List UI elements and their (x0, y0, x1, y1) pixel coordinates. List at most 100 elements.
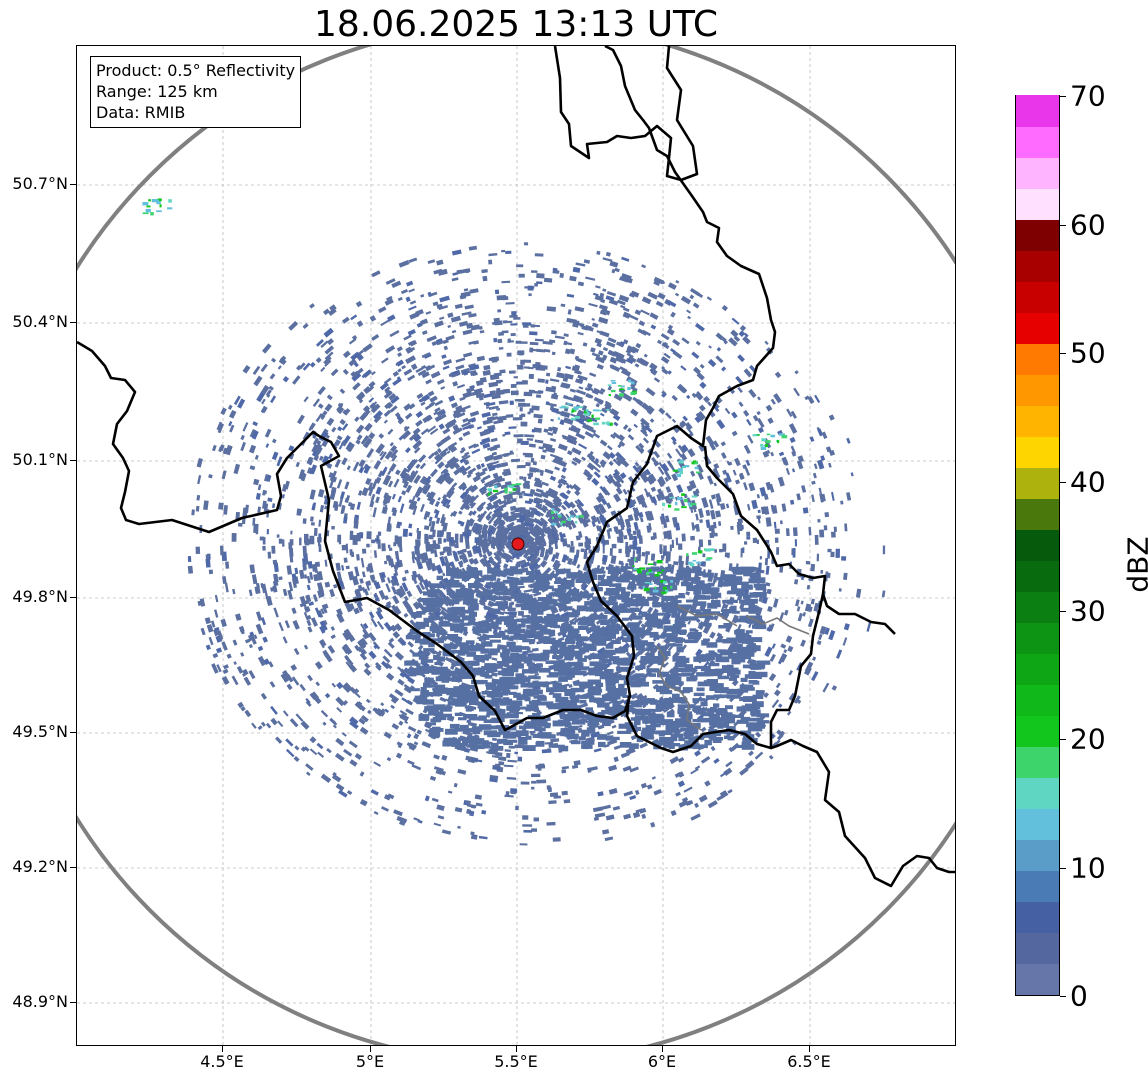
echo-pixel (674, 292, 680, 297)
echo-pixel (630, 381, 637, 389)
echo-pixel (581, 326, 589, 331)
echo-pixel (302, 323, 309, 330)
echo-pixel (696, 372, 705, 381)
echo-pixel (511, 524, 522, 532)
echo-pixel (458, 320, 469, 327)
echo-pixel (806, 584, 811, 590)
echo-pixel (295, 713, 304, 722)
echo-pixel (521, 525, 526, 530)
echo-pixel (822, 682, 830, 693)
echo-pixel (721, 304, 729, 312)
echo-pixel (613, 745, 621, 750)
echo-pixel (419, 475, 428, 485)
echo-pixel (777, 429, 783, 436)
echo-pixel (502, 320, 508, 324)
echo-pixel (404, 569, 409, 574)
echo-pixel (638, 535, 643, 544)
echo-pixel (405, 708, 414, 716)
echo-pixel (467, 518, 475, 527)
echo-pixel (611, 724, 617, 729)
echo-pixel (518, 273, 525, 278)
echo-pixel (344, 601, 353, 613)
echo-pixel (653, 450, 661, 459)
echo-pixel (511, 498, 517, 503)
echo-pixel (221, 641, 228, 651)
echo-pixel (781, 503, 787, 512)
echo-pixel (324, 359, 332, 367)
echo-pixel (384, 708, 390, 713)
echo-pixel (731, 614, 739, 624)
echo-pixel (749, 615, 763, 621)
echo-pixel (820, 569, 824, 574)
echo-pixel (415, 309, 424, 316)
echo-pixel (365, 580, 372, 587)
echo-pixel (500, 527, 509, 537)
echo-pixel (677, 444, 686, 454)
echo-pixel (549, 453, 559, 459)
echo-pixel (471, 526, 477, 532)
echo-pixel (462, 685, 475, 690)
echo-pixel (576, 498, 585, 507)
echo-pixel (713, 757, 720, 764)
echo-pixel (534, 727, 542, 732)
echo-pixel (619, 458, 627, 466)
echo-pixel (650, 324, 657, 330)
echo-pixel (392, 595, 400, 605)
echo-pixel (483, 574, 497, 581)
echo-pixel (569, 348, 576, 355)
echo-pixel (568, 484, 575, 490)
echo-pixel (319, 625, 326, 634)
echo-pixel (597, 389, 604, 395)
echo-pixel (547, 487, 559, 496)
echo-pixel (817, 519, 821, 523)
echo-pixel (734, 457, 741, 467)
echo-pixel (432, 630, 446, 633)
echo-pixel (562, 377, 569, 383)
echo-pixel (581, 511, 589, 521)
echo-pixel (195, 546, 201, 554)
echo-pixel (433, 411, 439, 416)
echo-pixel (432, 726, 441, 731)
echo-pixel (755, 606, 763, 617)
echo-pixel (304, 574, 308, 579)
echo-pixel (448, 395, 456, 402)
echo-pixel (489, 725, 498, 730)
echo-pixel (253, 634, 258, 640)
echo-pixel (528, 682, 540, 686)
echo-pixel (379, 381, 389, 391)
echo-pixel (354, 644, 361, 652)
echo-pixel (476, 426, 482, 430)
echo-pixel (439, 556, 447, 567)
echo-pixel (712, 440, 720, 448)
echo-pixel (313, 454, 320, 462)
radar-map[interactable] (76, 45, 956, 1046)
echo-pixel (551, 640, 562, 645)
echo-pixel (293, 647, 300, 656)
echo-pixel (748, 680, 758, 684)
echo-pixel (372, 507, 377, 518)
echo-pixel (600, 440, 607, 446)
echo-pixel (422, 414, 432, 424)
echo-pixel (561, 632, 567, 638)
echo-pixel (375, 709, 383, 717)
echo-pixel (701, 497, 709, 509)
echo-pixel (486, 711, 499, 716)
echo-pixel (572, 609, 581, 616)
echo-pixel (324, 351, 334, 361)
echo-pixel (616, 536, 621, 543)
echo-pixel (267, 551, 272, 559)
echo-pixel (696, 464, 704, 474)
echo-pixel (529, 347, 534, 353)
echo-pixel (630, 693, 637, 700)
echo-pixel (381, 543, 386, 552)
echo-pixel (477, 513, 485, 523)
echo-pixel (635, 677, 646, 682)
echo-pixel (618, 723, 630, 729)
echo-pixel (483, 401, 490, 406)
echo-pixel (639, 694, 648, 702)
echo-pixel (634, 556, 639, 563)
echo-pixel (306, 575, 311, 584)
echo-pixel (216, 421, 223, 431)
echo-pixel (342, 350, 351, 359)
echo-pixel (476, 526, 483, 536)
